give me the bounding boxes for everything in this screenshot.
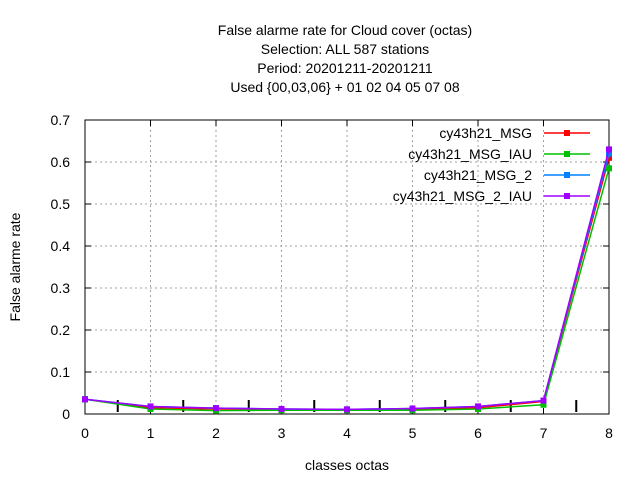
y-tick-label: 0.3 xyxy=(51,280,71,296)
title-line: Period: 20201211-20201211 xyxy=(257,60,433,76)
data-point xyxy=(213,405,219,412)
legend-label: cy43h21_MSG xyxy=(439,125,532,141)
legend-swatch-marker xyxy=(564,193,570,199)
y-tick-label: 0.4 xyxy=(51,238,71,254)
x-tick-label: 7 xyxy=(540,425,548,441)
y-tick-label: 0.1 xyxy=(51,364,71,380)
x-tick-label: 8 xyxy=(605,425,613,441)
title-line: Used {00,03,06} + 01 02 04 05 07 08 xyxy=(230,79,459,95)
series-line xyxy=(84,168,610,412)
data-point xyxy=(475,403,481,410)
y-tick-label: 0.2 xyxy=(51,322,71,338)
legend-swatch-marker xyxy=(564,172,570,178)
y-tick-label: 0.7 xyxy=(51,112,71,128)
data-point xyxy=(540,397,547,404)
x-tick-label: 4 xyxy=(343,425,351,441)
data-point xyxy=(147,403,154,410)
legend: cy43h21_MSG cy43h21_MSG_IAU cy43h21_MSG_2c… xyxy=(393,125,590,204)
data-point xyxy=(82,396,88,403)
grid xyxy=(85,120,609,414)
title-line: Selection: ALL 587 stations xyxy=(261,41,429,57)
data-point xyxy=(606,146,612,153)
data-series xyxy=(82,146,612,414)
x-axis-label: classes octas xyxy=(305,457,389,473)
y-axis-ticks: 0 0.1 0.2 0.3 0.4 0.5 0.6 0.7 xyxy=(51,112,609,422)
y-tick-label: 0.5 xyxy=(51,196,71,212)
legend-label: cy43h21_MSG_IAU xyxy=(408,146,532,162)
y-axis-label: False alarme rate xyxy=(7,212,23,321)
data-point xyxy=(606,165,612,172)
x-tick-label: 2 xyxy=(212,425,220,441)
x-tick-label: 0 xyxy=(81,425,89,441)
data-point xyxy=(344,406,350,413)
title-line: False alarme rate for Cloud cover (octas… xyxy=(218,22,472,38)
chart-title: False alarme rate for Cloud cover (octas… xyxy=(218,22,472,95)
legend-swatch-marker xyxy=(564,151,570,157)
y-tick-label: 0 xyxy=(62,406,70,422)
x-tick-label: 6 xyxy=(474,425,482,441)
legend-label: cy43h21_MSG_2 xyxy=(424,167,532,183)
y-tick-label: 0.6 xyxy=(51,154,71,170)
data-point xyxy=(540,401,547,408)
data-point xyxy=(278,405,285,412)
x-tick-label: 1 xyxy=(147,425,155,441)
legend-label: cy43h21_MSG_2_IAU xyxy=(393,188,532,204)
legend-swatch-marker xyxy=(564,130,570,136)
x-tick-label: 5 xyxy=(409,425,417,441)
data-point xyxy=(606,154,612,161)
x-tick-label: 3 xyxy=(278,425,286,441)
data-point xyxy=(409,405,416,412)
data-point xyxy=(606,150,612,157)
